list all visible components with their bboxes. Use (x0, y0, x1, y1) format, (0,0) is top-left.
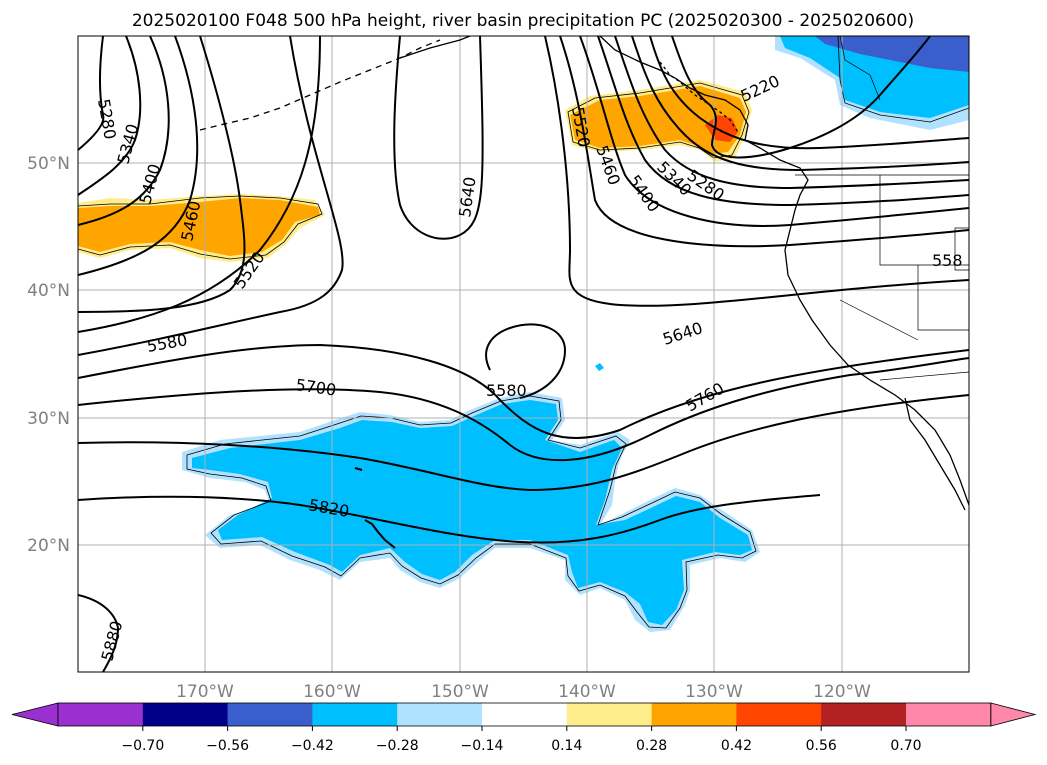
colorbar-segment (142, 703, 229, 726)
contour-5640-mid (393, 36, 484, 240)
colorbar-extend-max (990, 702, 1037, 727)
borders (795, 36, 969, 381)
lon-label: 150°W (431, 682, 489, 702)
lon-label: 160°W (303, 682, 361, 702)
colorbar-segment (566, 703, 653, 726)
coastlines (199, 36, 969, 549)
colorbar-segment (58, 703, 144, 726)
contour-5760 (78, 357, 969, 462)
aleutian-chain (199, 39, 441, 131)
contour-5880-sw (78, 594, 120, 672)
colorbar-tick-label: −0.28 (376, 738, 419, 754)
contour-5280-west (78, 36, 105, 151)
figure-title: 2025020100 F048 500 hPa height, river ba… (132, 11, 914, 31)
colorbar-tick-label: −0.42 (291, 738, 334, 754)
colorbar-tick-label: 0.14 (551, 738, 582, 754)
contour-5580-low (485, 323, 567, 399)
hawaii-islands (354, 467, 396, 549)
colorbar-frame (57, 702, 992, 727)
colorbar-tick-label: 0.28 (636, 738, 667, 754)
lon-label: 140°W (558, 682, 616, 702)
contour-5220 (671, 36, 931, 159)
contour-5580 (78, 36, 321, 333)
contour-5640-west (78, 36, 344, 356)
colorbar-tick-label: −0.14 (461, 738, 504, 754)
shading-goa-orange (570, 86, 746, 154)
colorbar-segment (821, 703, 907, 726)
colorbar-segment (482, 703, 568, 726)
contour-5580-east (559, 36, 969, 248)
colorbar-segment (651, 703, 737, 726)
lat-label: 20°N (27, 536, 70, 556)
panhandle-islands (659, 61, 739, 133)
lat-label: 40°N (27, 281, 70, 301)
shading-west-orange (78, 198, 320, 256)
colorbar-segment (397, 703, 483, 726)
map-frame (77, 35, 970, 673)
alaska-peninsula (399, 36, 471, 59)
lat-label: 30°N (27, 409, 70, 429)
contour-5460-east (597, 36, 969, 207)
contour-label: 5580 (486, 381, 527, 400)
lon-label: 120°W (813, 682, 871, 702)
north-america-coast (599, 36, 969, 506)
shading-small-blue (595, 363, 604, 371)
contour-label: 558 (932, 251, 963, 270)
contour-5820 (78, 394, 969, 492)
colorbar-segment (736, 703, 822, 726)
colorbar-segment (906, 703, 992, 726)
contour-5640-east (544, 36, 969, 307)
latitude-labels: 50°N 40°N 30°N 20°N (27, 154, 70, 556)
height-contours (78, 36, 969, 672)
colorbar: −0.70 −0.56 −0.42 −0.28 −0.14 0.14 0.28 0.42 0.5… (11, 702, 1037, 754)
colorbar-segment (312, 703, 398, 726)
colorbar-tick-label: −0.56 (206, 738, 249, 754)
contour-5400-west (78, 36, 170, 226)
contour-5340-west (78, 36, 142, 196)
graticule (78, 36, 969, 672)
contour-5460-west (78, 36, 199, 276)
lon-label: 130°W (685, 682, 743, 702)
baja-coast (904, 397, 966, 511)
colorbar-tick-label: 0.70 (890, 738, 921, 754)
colorbar-tick-label: −0.70 (121, 738, 164, 754)
contour-5340-east (631, 36, 969, 172)
colorbar-tick-label: 0.56 (806, 738, 837, 754)
contour-5520-west (78, 36, 246, 313)
longitude-labels: 170°W 160°W 150°W 140°W 130°W 120°W (176, 682, 871, 702)
map-area: 5280 5340 5400 5460 5520 5580 5700 5820 … (78, 36, 969, 672)
lon-label: 170°W (176, 682, 234, 702)
contour-5700 (78, 343, 969, 439)
contour-5520-east (579, 36, 969, 227)
contour-5400-east (614, 36, 969, 190)
lat-label: 50°N (27, 154, 70, 174)
shading-ne-navy (815, 36, 969, 72)
shading-outlines (78, 36, 969, 629)
contour-5880 (78, 494, 821, 544)
contour-5280-east (649, 36, 969, 150)
colorbar-extend-min (11, 702, 59, 727)
colorbar-tick-label: 0.42 (721, 738, 752, 754)
colorbar-segment (227, 703, 313, 726)
